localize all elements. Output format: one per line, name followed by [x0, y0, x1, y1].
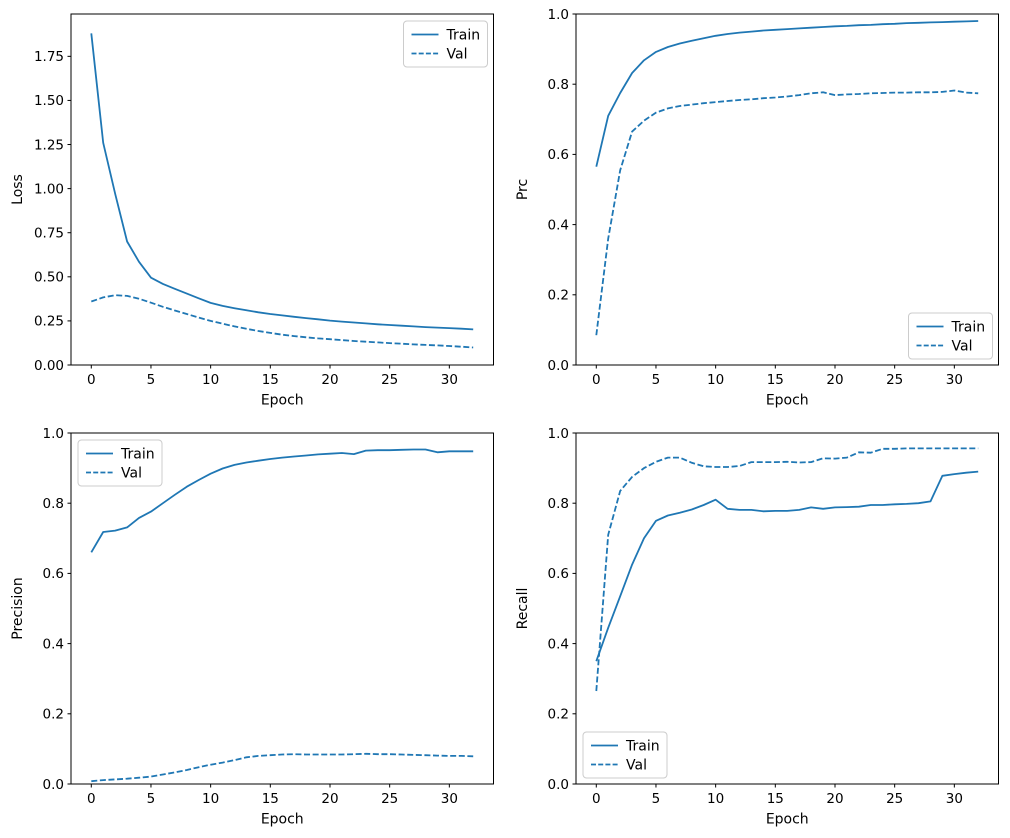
subplot-precision: 0 5 10 15 20 25 30 0.0 0.2 0.4 0.6 0.8 1.0 Epoch Preci…	[0, 419, 505, 838]
train-line	[90, 33, 474, 331]
legend-val-label: Val	[121, 465, 142, 481]
y-tick-label: 0.75	[34, 226, 64, 242]
y-tick-label: 0.8	[43, 496, 64, 512]
y-tick-label: 0.0	[548, 358, 569, 374]
y-tick-label: 0.4	[548, 636, 569, 652]
x-tick-label: 30	[946, 372, 963, 388]
x-tick-label: 5	[652, 372, 661, 388]
x-tick-label: 0	[87, 791, 96, 807]
subplot-loss: 0 5 10 15 20 25 30 0.00 0.25 0.50 0.75 1.00 1.25 1.50…	[0, 0, 505, 419]
x-tick-label: 10	[707, 791, 724, 807]
x-tick-label: 10	[707, 372, 724, 388]
x-tick-label: 30	[946, 791, 963, 807]
y-tick-label: 0.25	[34, 314, 64, 330]
y-axis-label: Precision	[10, 577, 26, 639]
x-tick-label: 25	[886, 791, 903, 807]
chart-canvas-loss: 0 5 10 15 20 25 30 0.00 0.25 0.50 0.75 1.00 1.25 1.50…	[10, 13, 494, 409]
y-tick-label: 0.6	[548, 566, 569, 582]
y-tick-label: 0.6	[548, 147, 569, 163]
subplot-prc: 0 5 10 15 20 25 30 0.0 0.2 0.4 0.6 0.8 1.0 Epoch Prc Tr…	[505, 0, 1010, 419]
y-tick-label: 0.0	[43, 777, 64, 793]
legend-val-label: Val	[447, 46, 468, 62]
x-tick-label: 15	[262, 372, 279, 388]
legend-val-label: Val	[626, 757, 647, 773]
x-tick-label: 20	[826, 372, 843, 388]
axes-frame	[575, 432, 999, 785]
x-tick-label: 5	[147, 791, 156, 807]
legend-box	[908, 312, 993, 360]
y-tick-label: 0.8	[548, 496, 569, 512]
legend: Train Val	[77, 439, 163, 487]
x-tick-label: 10	[202, 791, 219, 807]
x-tick-label: 15	[767, 791, 784, 807]
legend-train-label: Train	[625, 738, 660, 754]
legend-train-label: Train	[951, 319, 986, 335]
y-tick-label: 0.2	[548, 288, 569, 304]
legend-val-label: Val	[952, 338, 973, 354]
x-axis-label: Epoch	[261, 812, 304, 828]
val-line	[595, 447, 979, 692]
x-tick-label: 20	[826, 791, 843, 807]
y-tick-label: 0.8	[548, 77, 569, 93]
y-tick-label: 0.2	[43, 707, 64, 723]
y-tick-label: 1.0	[548, 7, 569, 23]
x-tick-label: 5	[652, 791, 661, 807]
train-line	[90, 448, 474, 553]
y-tick-label: 0.6	[43, 566, 64, 582]
legend-box	[77, 439, 163, 487]
chart-canvas-recall: 0 5 10 15 20 25 30 0.0 0.2 0.4 0.6 0.8 1.0 Epoch Recal…	[515, 426, 999, 828]
legend-box	[403, 20, 488, 68]
x-tick-label: 25	[886, 372, 903, 388]
y-axis-label: Recall	[515, 588, 531, 630]
y-tick-label: 1.75	[34, 49, 64, 65]
y-tick-label: 1.00	[34, 181, 64, 197]
val-line	[91, 752, 474, 783]
legend-box	[582, 731, 668, 779]
y-tick-label: 0.4	[548, 217, 569, 233]
train-line	[595, 470, 979, 662]
x-tick-label: 20	[321, 791, 338, 807]
x-tick-label: 30	[441, 372, 458, 388]
y-tick-label: 1.25	[34, 137, 64, 153]
x-axis-label: Epoch	[766, 393, 809, 409]
y-tick-label: 1.0	[548, 426, 569, 442]
val-line	[91, 294, 474, 349]
train-line	[595, 20, 979, 167]
legend-train-label: Train	[446, 27, 481, 43]
x-tick-label: 10	[202, 372, 219, 388]
y-tick-label: 0.0	[548, 777, 569, 793]
y-tick-label: 1.0	[43, 426, 64, 442]
y-tick-label: 0.00	[34, 358, 64, 374]
axes-frame	[575, 13, 999, 366]
x-tick-label: 25	[381, 791, 398, 807]
x-tick-label: 20	[321, 372, 338, 388]
legend-train-label: Train	[120, 446, 155, 462]
chart-canvas-prc: 0 5 10 15 20 25 30 0.0 0.2 0.4 0.6 0.8 1.0 Epoch Prc Tr…	[515, 7, 999, 409]
legend: Train Val	[908, 312, 993, 360]
x-axis-label: Epoch	[766, 812, 809, 828]
y-axis-label: Prc	[515, 179, 531, 200]
x-tick-label: 25	[381, 372, 398, 388]
x-tick-label: 5	[147, 372, 156, 388]
x-tick-label: 0	[592, 791, 601, 807]
y-tick-label: 0.50	[34, 270, 64, 286]
chart-canvas-precision: 0 5 10 15 20 25 30 0.0 0.2 0.4 0.6 0.8 1.0 Epoch Preci…	[10, 426, 494, 828]
legend: Train Val	[403, 20, 488, 68]
y-tick-label: 1.50	[34, 93, 64, 109]
y-tick-label: 0.4	[43, 636, 64, 652]
x-tick-label: 30	[441, 791, 458, 807]
y-tick-label: 0.2	[548, 707, 569, 723]
x-tick-label: 0	[87, 372, 96, 388]
axes-frame	[70, 13, 494, 366]
legend: Train Val	[582, 731, 668, 779]
x-axis-label: Epoch	[261, 393, 304, 409]
y-axis-label: Loss	[10, 174, 26, 205]
x-tick-label: 0	[592, 372, 601, 388]
x-tick-label: 15	[262, 791, 279, 807]
x-tick-label: 15	[767, 372, 784, 388]
axes-frame	[70, 432, 494, 785]
val-line	[595, 89, 979, 336]
subplot-recall: 0 5 10 15 20 25 30 0.0 0.2 0.4 0.6 0.8 1.0 Epoch Recal…	[505, 419, 1010, 838]
